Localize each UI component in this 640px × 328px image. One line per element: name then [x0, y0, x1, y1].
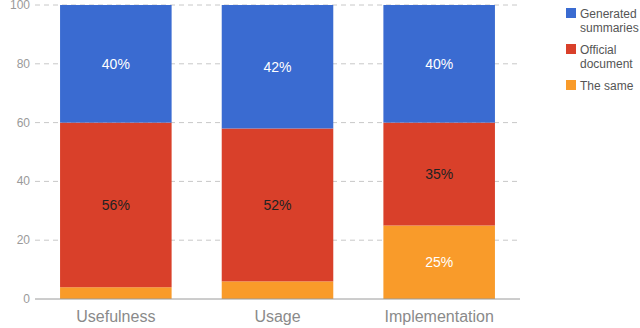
x-tick-label: Implementation [384, 308, 493, 325]
y-tick-label: 20 [17, 233, 31, 247]
bar-segment [60, 123, 172, 288]
x-tick-label: Usage [254, 308, 300, 325]
data-label: 40% [425, 56, 453, 72]
data-label: 52% [263, 197, 291, 213]
legend-line: Generated [580, 7, 637, 21]
legend-label: The same [580, 79, 634, 93]
grid [35, 5, 520, 240]
bar-segment [60, 287, 172, 299]
legend-line: Official [580, 43, 616, 57]
y-tick-label: 60 [17, 116, 31, 130]
legend-swatch [566, 8, 576, 18]
bar-segment [60, 5, 172, 123]
x-axis [35, 299, 520, 300]
legend-swatch [566, 80, 576, 90]
y-tick-label: 0 [23, 292, 30, 306]
bar-segment [383, 226, 495, 300]
bar-segment [383, 123, 495, 226]
legend-label: Generatedsummaries [580, 7, 639, 35]
bar-segment [383, 5, 495, 123]
data-label: 56% [102, 197, 130, 213]
data-label: 25% [425, 254, 453, 270]
data-label: 42% [263, 59, 291, 75]
legend: Generatedsummaries Officialdocument The sa… [566, 7, 639, 93]
y-tick-label: 40 [17, 174, 31, 188]
bar-segment [222, 5, 334, 128]
legend-line: summaries [580, 21, 639, 35]
x-tick-label: Usefulness [76, 308, 155, 325]
bars [60, 5, 495, 299]
data-labels: 56% 40% 52% 42% 25% 35% 40% [102, 56, 453, 270]
legend-line: document [580, 57, 633, 71]
legend-line: The same [580, 79, 634, 93]
chart: 0 20 40 60 80 100 56% 40% 52% 42% 25% 35% 40% Usefuln… [0, 0, 640, 328]
legend-label: Officialdocument [580, 43, 633, 71]
data-label: 40% [102, 56, 130, 72]
legend-swatch [566, 44, 576, 54]
bar-segment [222, 128, 334, 281]
y-tick-label: 100 [10, 0, 30, 12]
bar-segment [222, 281, 334, 299]
y-tick-label: 80 [17, 57, 31, 71]
data-label: 35% [425, 166, 453, 182]
